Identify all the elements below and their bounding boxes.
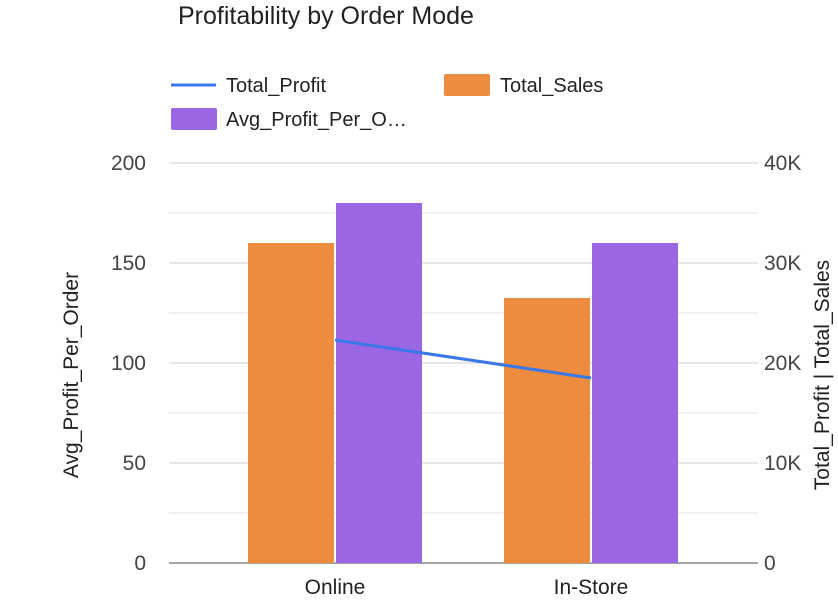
legend-swatch-total-sales bbox=[444, 74, 490, 96]
category-label-in-store: In-Store bbox=[554, 576, 629, 599]
left-tick-label: 150 bbox=[111, 252, 146, 275]
chart-title: Profitability by Order Mode bbox=[178, 2, 474, 30]
left-axis-title: Avg_Profit_Per_Order bbox=[60, 272, 83, 478]
legend-item-total-profit[interactable]: Total_Profit bbox=[171, 75, 326, 97]
total-profit-line bbox=[334, 338, 592, 380]
left-tick-label: 0 bbox=[134, 552, 146, 575]
category-label-online: Online bbox=[305, 576, 366, 599]
legend: Total_Profit Total_Sales Avg_Profit_Per_… bbox=[171, 74, 603, 131]
legend-item-avg-profit[interactable]: Avg_Profit_Per_O… bbox=[171, 108, 407, 131]
legend-item-total-sales[interactable]: Total_Sales bbox=[444, 74, 603, 97]
bar-avg-profit-per-order-in-store[interactable] bbox=[592, 243, 678, 563]
left-tick-label: 50 bbox=[123, 452, 146, 475]
legend-swatch-avg-profit bbox=[171, 108, 217, 130]
right-tick-label: 0 bbox=[764, 552, 776, 575]
right-tick-label: 30K bbox=[764, 252, 801, 275]
bars bbox=[248, 203, 678, 563]
right-tick-label: 10K bbox=[764, 452, 801, 475]
left-tick-label: 100 bbox=[111, 352, 146, 375]
left-tick-label: 200 bbox=[111, 152, 146, 175]
bar-avg-profit-per-order-online[interactable] bbox=[336, 203, 422, 563]
category-labels: Online In-Store bbox=[305, 576, 629, 599]
bar-total-sales-online[interactable] bbox=[248, 243, 334, 563]
line-total-profit[interactable] bbox=[334, 338, 592, 380]
bar-total-sales-in-store[interactable] bbox=[504, 298, 590, 563]
right-tick-label: 20K bbox=[764, 352, 801, 375]
right-axis-title: Total_Profit | Total_Sales bbox=[811, 260, 834, 490]
right-axis-ticks: 0 10K 20K 30K 40K bbox=[764, 152, 801, 575]
right-tick-label: 40K bbox=[764, 152, 801, 175]
legend-label-avg-profit: Avg_Profit_Per_O… bbox=[226, 109, 407, 131]
legend-label-total-sales: Total_Sales bbox=[500, 75, 603, 97]
left-axis-ticks: 0 50 100 150 200 bbox=[111, 152, 146, 575]
legend-label-total-profit: Total_Profit bbox=[226, 75, 326, 97]
